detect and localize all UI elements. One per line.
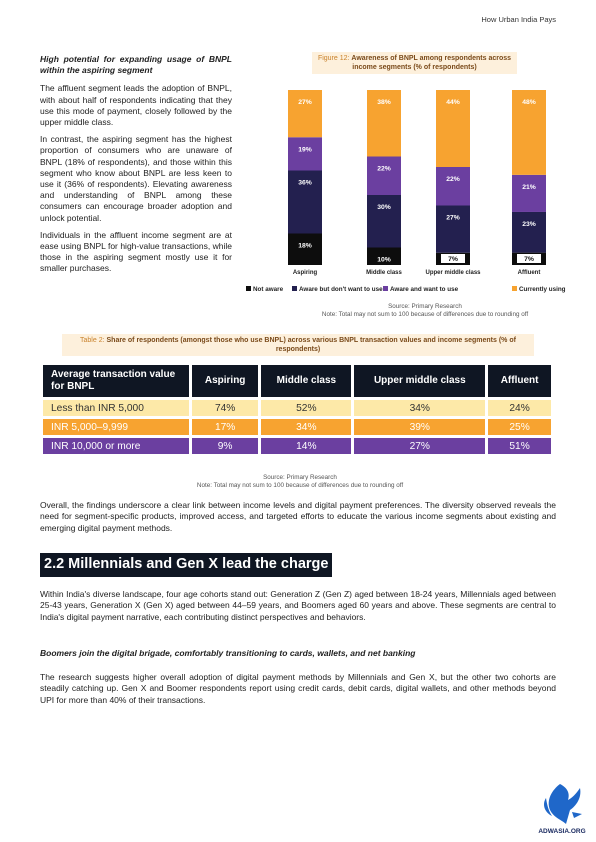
table-header-cell: Upper middle class <box>354 365 486 397</box>
figure-source: Source: Primary Research Note: Total may… <box>300 303 550 319</box>
bar-value-label: 38% <box>377 99 391 106</box>
bar-segment <box>512 90 546 175</box>
table-cell: 14% <box>261 438 352 454</box>
figure-source-text: Source: Primary Research <box>388 303 462 310</box>
bar-segment <box>512 211 546 253</box>
category-label: Upper middle class <box>425 270 481 276</box>
legend-swatch <box>383 286 388 291</box>
bar-value-label: 48% <box>522 99 536 106</box>
left-paragraph-1: The affluent segment leads the adoption … <box>40 83 232 128</box>
legend-label: Aware and want to use <box>390 286 459 293</box>
table-header-row: Average transaction value for BNPL Aspir… <box>43 365 551 397</box>
watermark-text: ADWASIA.ORG <box>538 828 585 835</box>
bar-value-label: 10% <box>377 257 391 264</box>
table-cell: 9% <box>192 438 259 454</box>
section-body-paragraph: The research suggests higher overall ado… <box>40 672 556 705</box>
table-title: Share of respondents (amongst those who … <box>106 337 516 353</box>
bar-segment <box>288 170 322 234</box>
table-cell: 34% <box>261 419 352 435</box>
left-text-column: High potential for expanding usage of BN… <box>40 54 232 281</box>
table-cell: 25% <box>488 419 551 435</box>
section-subheading: Boomers join the digital brigade, comfor… <box>40 648 416 658</box>
table-row: INR 5,000–9,999 17% 34% 39% 25% <box>43 419 551 435</box>
bar-value-label: 27% <box>298 99 312 106</box>
bar-value-label: 18% <box>298 243 312 250</box>
left-paragraph-2: In contrast, the aspiring segment has th… <box>40 134 232 223</box>
section-heading: 2.2 Millennials and Gen X lead the charg… <box>40 553 333 577</box>
legend-swatch <box>246 286 251 291</box>
bnpl-transaction-table: Average transaction value for BNPL Aspir… <box>40 362 554 457</box>
page-header-title: How Urban India Pays <box>481 15 556 24</box>
category-label: Affluent <box>518 270 541 276</box>
table-cell: 24% <box>488 400 551 416</box>
table-caption: Table 2: Share of respondents (amongst t… <box>62 334 534 356</box>
bnpl-awareness-chart: 18% 36% 19% 27% Aspiring 10% 30% 22% 38% Middle c… <box>246 90 566 293</box>
table-header-cell: Affluent <box>488 365 551 397</box>
bar-value-label: 44% <box>446 99 460 106</box>
bar-value-label: 27% <box>446 215 460 222</box>
adwasia-logo: ADWASIA.ORG <box>538 784 586 835</box>
table-header-cell: Middle class <box>261 365 352 397</box>
legend-label: Currently using <box>519 286 566 293</box>
bar-segment <box>512 174 546 212</box>
table-cell: 74% <box>192 400 259 416</box>
table-source: Source: Primary Research Note: Total may… <box>140 474 460 490</box>
bar-value-label: 7% <box>448 256 458 263</box>
legend-swatch <box>512 286 517 291</box>
left-paragraph-3: Individuals in the affluent income segme… <box>40 229 232 274</box>
bar-value-label: 36% <box>298 180 312 187</box>
bar-segment <box>436 167 470 206</box>
bar-value-label: 23% <box>522 221 536 228</box>
legend-label: Not aware <box>253 286 284 293</box>
table-cell: 51% <box>488 438 551 454</box>
table-cell: 27% <box>354 438 486 454</box>
table-row: INR 10,000 or more 9% 14% 27% 51% <box>43 438 551 454</box>
table-header-cell: Average transaction value for BNPL <box>43 365 189 397</box>
table-cell: 17% <box>192 419 259 435</box>
table-source-text: Source: Primary Research <box>263 474 337 481</box>
bar-segment <box>367 156 401 195</box>
left-subheading: High potential for expanding usage of BN… <box>40 54 232 76</box>
figure-label: Figure 12: <box>317 55 350 62</box>
bar-segment <box>288 137 322 171</box>
section-intro-paragraph: Within India's diverse landscape, four a… <box>40 589 556 622</box>
table-row: Less than INR 5,000 74% 52% 34% 24% <box>43 400 551 416</box>
bar-value-label: 7% <box>524 256 534 263</box>
bar-segment <box>288 90 322 138</box>
table-cell: 39% <box>354 419 486 435</box>
legend-swatch <box>292 286 297 291</box>
table-cell: INR 10,000 or more <box>43 438 189 454</box>
table-cell: 34% <box>354 400 486 416</box>
bar-segment <box>288 233 322 265</box>
category-label: Middle class <box>366 270 402 276</box>
bar-segment <box>367 90 401 157</box>
bar-segment <box>436 90 470 167</box>
category-label: Aspiring <box>293 270 318 276</box>
legend-label: Aware but don't want to use <box>299 286 383 293</box>
bar-segment <box>367 195 401 248</box>
table-header-cell: Aspiring <box>192 365 259 397</box>
table-label: Table 2: <box>80 337 105 344</box>
value-label-background <box>517 254 541 263</box>
figure-caption: Figure 12: Awareness of BNPL among respo… <box>312 52 517 74</box>
overall-paragraph: Overall, the findings underscore a clear… <box>40 500 556 533</box>
table-cell: INR 5,000–9,999 <box>43 419 189 435</box>
bar-segment <box>367 247 401 265</box>
bar-value-label: 22% <box>377 166 391 173</box>
figure-title: Awareness of BNPL among respondents acro… <box>351 55 512 71</box>
table-cell: 52% <box>261 400 352 416</box>
figure-note-text: Note: Total may not sum to 100 because o… <box>321 311 529 318</box>
bar-value-label: 30% <box>377 204 391 211</box>
bar-segment <box>436 205 470 253</box>
value-label-background <box>441 254 465 263</box>
table-note-text: Note: Total may not sum to 100 because o… <box>196 482 404 489</box>
bar-value-label: 19% <box>298 146 312 153</box>
table-cell: Less than INR 5,000 <box>43 400 189 416</box>
bird-mark-icon <box>544 784 582 824</box>
bar-value-label: 21% <box>522 184 536 191</box>
bar-value-label: 22% <box>446 176 460 183</box>
